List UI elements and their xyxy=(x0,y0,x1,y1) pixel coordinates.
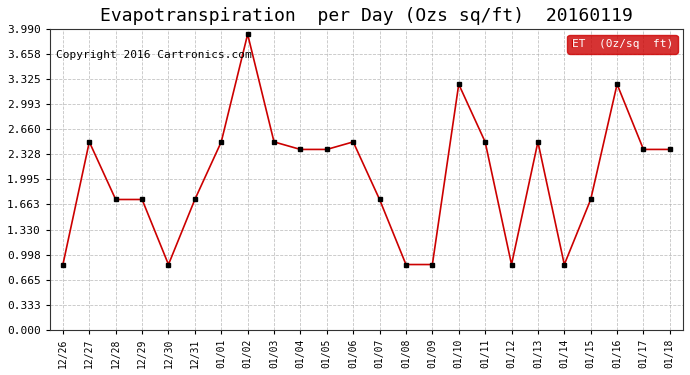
Title: Evapotranspiration  per Day (Ozs sq/ft)  20160119: Evapotranspiration per Day (Ozs sq/ft) 2… xyxy=(100,7,633,25)
Legend: ET  (0z/sq  ft): ET (0z/sq ft) xyxy=(567,35,678,54)
Text: Copyright 2016 Cartronics.com: Copyright 2016 Cartronics.com xyxy=(56,50,252,60)
